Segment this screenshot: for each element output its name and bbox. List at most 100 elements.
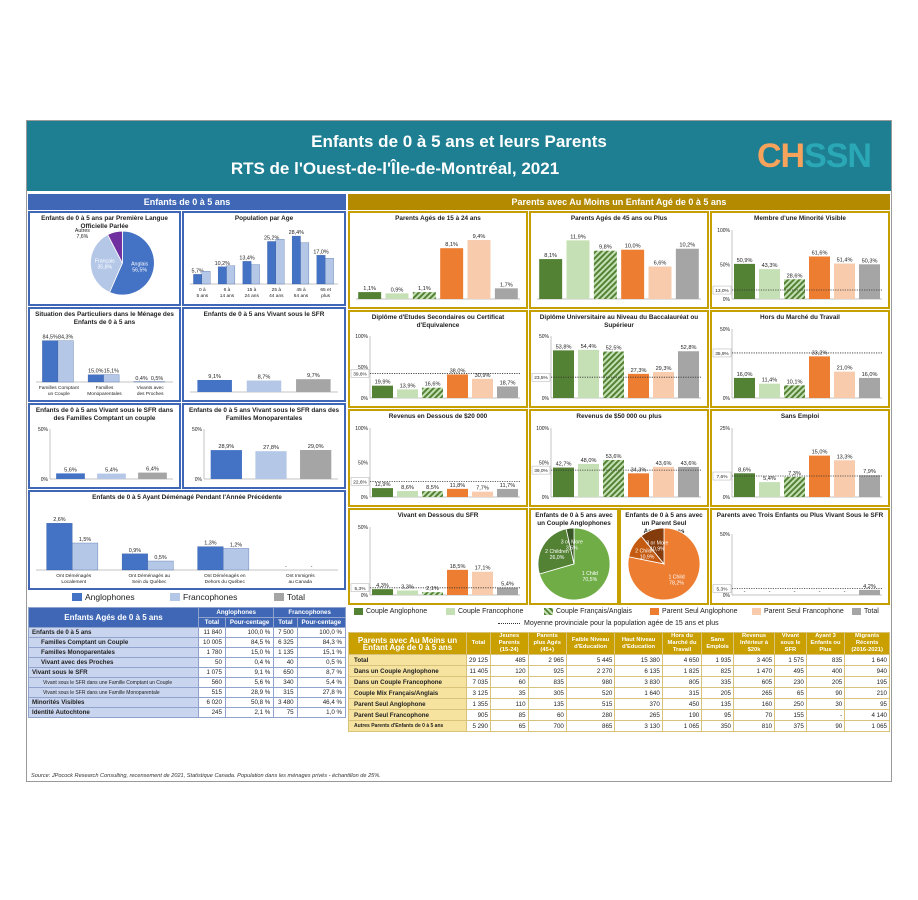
data-label: - bbox=[819, 589, 821, 595]
chart-svg: 100% 50% 0% 50,9% 43,3% 28,6% 61,6% 51,4% 50,3% 1… bbox=[712, 228, 882, 303]
legend-left: Anglophones Francophones Total bbox=[28, 590, 346, 604]
bar bbox=[197, 546, 224, 571]
chart-title: Revenus en Dessous de $20 000 bbox=[388, 413, 488, 420]
col-header: Total bbox=[273, 617, 298, 628]
slice-value: 3,5% bbox=[566, 545, 578, 551]
chart-svg: 50% 0% 5,6% 5,4% 6,4% bbox=[38, 427, 173, 483]
avg-box bbox=[350, 369, 370, 378]
bar bbox=[121, 553, 148, 571]
data-label: 50,9% bbox=[737, 258, 753, 264]
x-tick: Ont Déménagés au bbox=[128, 573, 170, 579]
chart-svg: 50%0%16,0%11,4%10,1%33,2%21,0%16,0%35,9% bbox=[712, 327, 882, 402]
y-tick: 50% bbox=[358, 525, 369, 531]
avg-box bbox=[531, 372, 551, 382]
bar bbox=[372, 385, 393, 398]
pie-slice bbox=[565, 527, 575, 565]
x-tick: Sein du Québec bbox=[132, 579, 167, 585]
bar bbox=[300, 242, 310, 285]
data-label: 27,8% bbox=[263, 445, 279, 451]
data-label: 4,3% bbox=[376, 583, 389, 589]
bar bbox=[210, 450, 242, 479]
bar bbox=[759, 269, 780, 299]
chart-svg: 9,1% 8,7% 9,7% bbox=[190, 373, 338, 393]
bar bbox=[358, 292, 382, 299]
slice-label: 2 Children bbox=[545, 549, 569, 555]
y-tick: 0% bbox=[723, 593, 731, 599]
chart-title: Enfants de 0 à 5 ans Vivant sous le SFR … bbox=[188, 407, 340, 422]
bar bbox=[325, 258, 334, 285]
y-tick: 50% bbox=[192, 427, 203, 433]
avg-box bbox=[712, 471, 732, 481]
bar bbox=[675, 248, 699, 299]
slice-value: 7,6% bbox=[76, 234, 88, 240]
bar bbox=[291, 235, 301, 285]
data-label: 0,5% bbox=[154, 555, 166, 561]
data-label: 8,6% bbox=[401, 485, 414, 491]
panel-r1: Parents Agés de 15 à 24 ans 1,1% 0,9% 1,1% 8… bbox=[348, 211, 528, 309]
bar bbox=[784, 279, 805, 299]
data-label: 13,3% bbox=[837, 454, 853, 460]
col-header: Total bbox=[466, 632, 491, 655]
x-tick: 25 à bbox=[272, 287, 282, 293]
y-tick: 0% bbox=[361, 396, 369, 402]
y-tick: 100% bbox=[717, 228, 730, 234]
bar bbox=[553, 350, 574, 398]
avg-label: 39,0% bbox=[534, 468, 548, 474]
data-label: 8,6% bbox=[738, 467, 751, 473]
bar bbox=[859, 377, 880, 398]
x-tick: Ont Immigrés bbox=[286, 573, 315, 579]
chart-svg: 100% 50% 0% 19,9% 13,9% 16,6% 38,0% 30,9% 18,7% 3… bbox=[350, 334, 520, 402]
x-tick: 44 ans bbox=[269, 293, 284, 299]
chart-title: Sans Emploi bbox=[780, 413, 820, 420]
col-header: Hors du Marché du Travail bbox=[661, 632, 703, 655]
bar bbox=[859, 264, 880, 299]
col-header: Parents plus Agés (45+) bbox=[527, 632, 567, 655]
bar bbox=[372, 589, 393, 595]
x-tick: 64 ans bbox=[294, 293, 309, 299]
col-header: Total bbox=[198, 617, 226, 628]
bar bbox=[497, 488, 518, 497]
bar bbox=[628, 473, 649, 497]
bar bbox=[255, 451, 287, 479]
bar bbox=[467, 240, 491, 299]
data-label: 21,0% bbox=[837, 366, 853, 372]
y-tick: 0% bbox=[361, 495, 369, 501]
bar bbox=[217, 266, 227, 285]
data-label: 5,4% bbox=[501, 582, 514, 588]
avg-label: 22,6% bbox=[353, 479, 367, 485]
y-tick: 100% bbox=[536, 426, 549, 432]
bar bbox=[275, 239, 285, 285]
data-label: 15,1% bbox=[104, 369, 119, 375]
page-subtitle: RTS de l'Ouest-de-l'Île-de-Montréal, 202… bbox=[230, 159, 560, 178]
data-label: 25,2% bbox=[264, 235, 279, 241]
x-tick: Ont Déménagés en bbox=[204, 573, 246, 579]
slice-value: 78,2% bbox=[669, 580, 684, 586]
bar bbox=[97, 473, 126, 479]
avg-box bbox=[350, 583, 370, 592]
data-label: 29,3% bbox=[656, 366, 672, 372]
col-group: Francophones bbox=[273, 607, 346, 618]
panel-age: Population par Age 5,7% 10,2% 13,4% 25,2% 28,… bbox=[182, 211, 346, 306]
data-label: 7,9% bbox=[863, 469, 876, 475]
bar bbox=[226, 265, 236, 285]
data-label: 53,6% bbox=[606, 454, 622, 460]
data-label: 13,9% bbox=[400, 383, 416, 389]
panel-r2: Parents Agés de 45 ans ou Plus 8,1% 11,9% 9… bbox=[529, 211, 709, 309]
chart-title: Situation des Particuliers dans le Ménag… bbox=[35, 311, 174, 326]
y-tick: 50% bbox=[38, 427, 49, 433]
bar bbox=[472, 378, 493, 398]
data-label: 28,4% bbox=[289, 230, 304, 236]
data-label: 4,2% bbox=[863, 584, 876, 590]
col-header: Ayant 3 Enfants ou Plus bbox=[805, 632, 846, 655]
bar bbox=[578, 463, 599, 497]
col-group: Anglophones bbox=[197, 607, 275, 618]
data-label: 9,4% bbox=[473, 234, 486, 240]
data-label: 2,1% bbox=[426, 586, 439, 592]
data-label: 27,3% bbox=[631, 368, 647, 374]
y-tick: 100% bbox=[355, 334, 368, 340]
pie-slice bbox=[640, 527, 665, 566]
bar bbox=[42, 340, 59, 383]
data-label: 11,4% bbox=[762, 378, 777, 384]
data-label: 8,1% bbox=[445, 242, 458, 248]
data-label: 43,6% bbox=[681, 461, 697, 467]
